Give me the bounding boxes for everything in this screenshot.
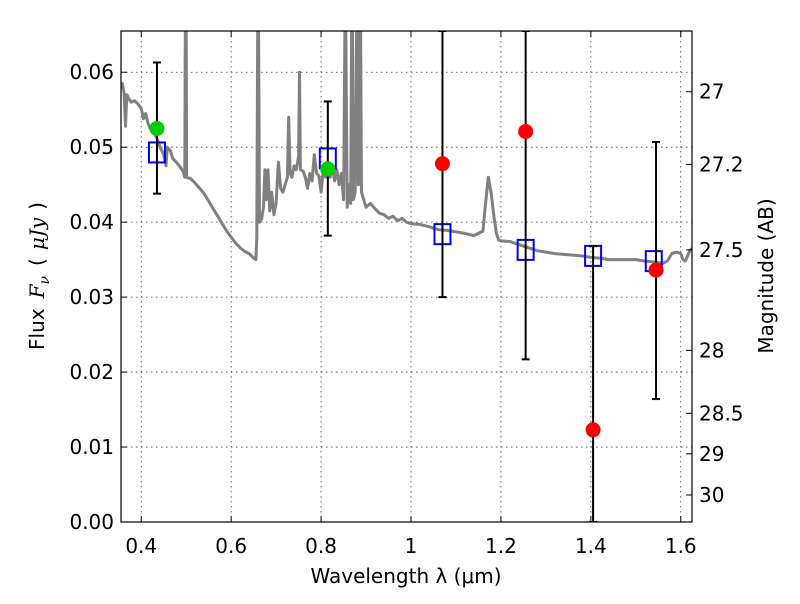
- y-tick-label: 0.04: [69, 210, 114, 234]
- y-tick-label: 0.03: [69, 285, 114, 309]
- grid: [121, 31, 692, 523]
- magnitude-tick-label: 28.5: [699, 401, 744, 425]
- y-tick-label: 0.00: [69, 510, 114, 534]
- y-tick-label: 0.02: [69, 360, 114, 384]
- model-spectrum-line: [121, 31, 692, 265]
- observed-flux-point: [149, 120, 165, 136]
- observed-flux-point: [434, 156, 450, 172]
- x-tick-label: 1.6: [665, 534, 697, 558]
- x-tick-label: 1.4: [575, 534, 607, 558]
- magnitude-tick-label: 30: [699, 483, 724, 507]
- x-tick-label: 0.8: [305, 534, 337, 558]
- magnitude-tick-label: 27: [699, 80, 724, 104]
- observed-flux-point: [648, 262, 664, 278]
- magnitude-tick-label: 28: [699, 338, 724, 362]
- plot-frame: [120, 30, 693, 523]
- y-tick-label: 0.06: [69, 60, 114, 84]
- y-tick-label: 0.05: [69, 135, 114, 159]
- x-tick-label: 0.6: [215, 534, 247, 558]
- axes-frame: [120, 30, 693, 523]
- x-axis-label: Wavelength λ (μm): [310, 564, 501, 588]
- observed-flux-point: [320, 161, 336, 177]
- x-tick-label: 0.4: [125, 534, 157, 558]
- magnitude-tick-label: 29: [699, 442, 724, 466]
- tick-labels: 0.4 0.6 0.8 1 1.2 1.4 1.6 0.00 0.01 0.02 0.03 0.04 0…: [69, 60, 743, 558]
- x-tick-label: 1: [405, 534, 418, 558]
- magnitude-tick-label: 27.5: [699, 238, 744, 262]
- x-tick-label: 1.2: [485, 534, 517, 558]
- y-axis-label-right: Magnitude (AB): [754, 198, 778, 353]
- magnitude-tick-label: 27.2: [699, 152, 744, 176]
- observed-flux-point: [518, 123, 534, 139]
- plot-area: [121, 31, 692, 522]
- y-axis-label-left: FluxFν(μJy): [25, 202, 53, 350]
- observed-flux-point: [585, 422, 601, 438]
- y-tick-label: 0.01: [69, 435, 114, 459]
